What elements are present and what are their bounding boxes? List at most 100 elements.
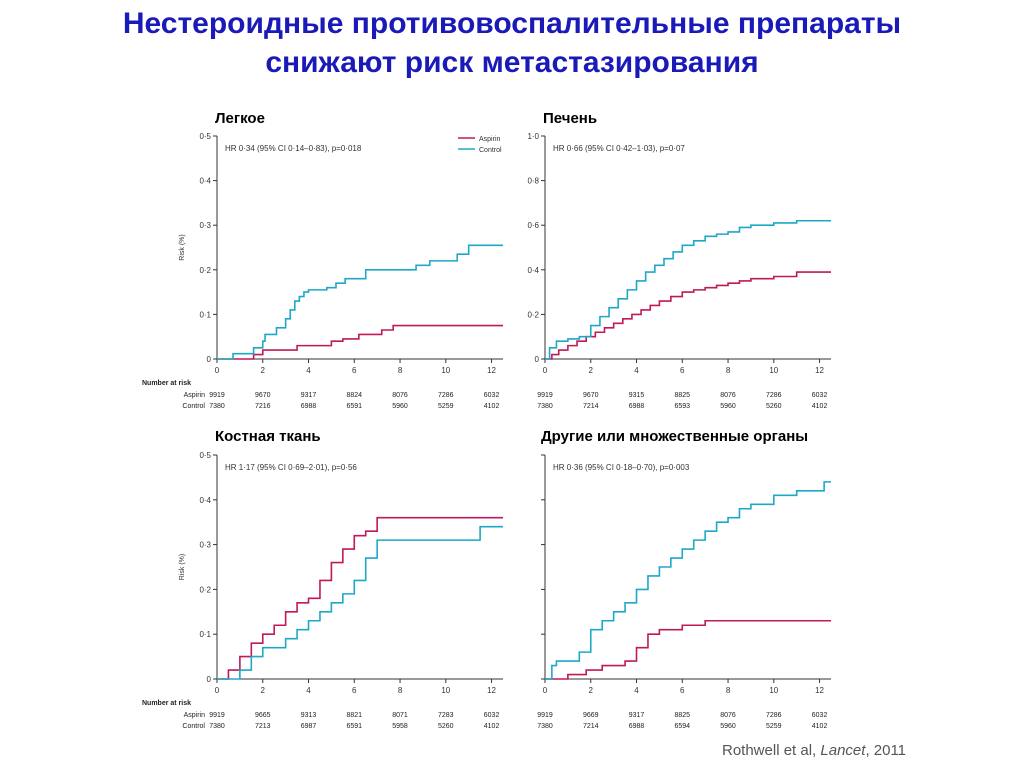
hr-annotation: HR 0·36 (95% CI 0·18–0·70), p=0·003 — [553, 463, 690, 472]
hr-annotation: HR 1·17 (95% CI 0·69–2·01), p=0·56 — [225, 463, 357, 472]
panel-label-other: Другие или множественные органы — [541, 428, 809, 445]
risk-value: 6988 — [301, 403, 317, 410]
x-tick-label: 6 — [680, 686, 685, 695]
y-axis-title: Risk (%) — [179, 554, 186, 580]
risk-value: 4102 — [484, 723, 500, 730]
risk-value: 7380 — [537, 403, 553, 410]
risk-value: 6032 — [812, 392, 828, 399]
risk-value: 7214 — [583, 403, 599, 410]
x-tick-label: 12 — [815, 686, 824, 695]
risk-value: 8076 — [392, 392, 408, 399]
x-tick-label: 6 — [352, 686, 357, 695]
panel-label-liver: Печень — [543, 110, 598, 127]
x-tick-label: 6 — [352, 366, 357, 375]
citation: Rothwell et al, Lancet, 2011 — [722, 742, 906, 759]
series-line-aspirin — [217, 516, 503, 680]
risk-value: 7380 — [209, 403, 225, 410]
series-line-control — [545, 481, 831, 680]
risk-row-label: Control — [182, 403, 205, 410]
x-tick-label: 2 — [589, 366, 594, 375]
risk-value: 7216 — [255, 403, 271, 410]
risk-value: 7380 — [209, 723, 225, 730]
series-line-control — [217, 244, 503, 360]
risk-value: 6594 — [674, 723, 690, 730]
x-tick-label: 4 — [634, 686, 639, 695]
risk-value: 9313 — [301, 712, 317, 719]
hr-annotation: HR 0·34 (95% CI 0·14–0·83), p=0·018 — [225, 144, 362, 153]
y-tick-label: 0 — [535, 355, 540, 364]
risk-value: 5960 — [720, 403, 736, 410]
risk-value: 5960 — [720, 723, 736, 730]
y-tick-label: 0·4 — [199, 496, 211, 505]
x-tick-label: 8 — [398, 686, 403, 695]
risk-value: 9670 — [583, 392, 599, 399]
risk-row-label: Aspirin — [184, 392, 206, 399]
risk-value: 6591 — [346, 723, 362, 730]
legend-label: Control — [479, 147, 502, 154]
x-tick-label: 12 — [487, 686, 496, 695]
x-tick-label: 10 — [769, 686, 778, 695]
risk-value: 6988 — [629, 403, 645, 410]
y-tick-label: 0·1 — [199, 310, 211, 319]
risk-value: 6032 — [484, 392, 500, 399]
risk-value: 5259 — [438, 403, 454, 410]
citation-authors: Rothwell et al, — [722, 742, 821, 759]
y-tick-label: 0·4 — [199, 177, 211, 186]
x-tick-label: 12 — [487, 366, 496, 375]
series-line-aspirin — [217, 324, 503, 360]
risk-value: 9669 — [583, 712, 599, 719]
series-line-aspirin — [545, 619, 831, 680]
x-tick-label: 6 — [680, 366, 685, 375]
x-tick-label: 2 — [261, 686, 266, 695]
x-tick-label: 10 — [441, 366, 450, 375]
risk-value: 9919 — [537, 712, 553, 719]
risk-value: 8076 — [720, 392, 736, 399]
risk-table-header: Number at risk — [142, 380, 191, 387]
x-tick-label: 2 — [589, 686, 594, 695]
y-tick-label: 0·3 — [199, 541, 211, 550]
x-tick-label: 8 — [726, 366, 731, 375]
risk-value: 4102 — [484, 403, 500, 410]
risk-value: 6593 — [674, 403, 690, 410]
y-tick-label: 1·0 — [527, 132, 539, 141]
hr-annotation: HR 0·66 (95% CI 0·42–1·03), p=0·07 — [553, 144, 685, 153]
y-tick-label: 0·2 — [527, 310, 539, 319]
risk-value: 6032 — [484, 712, 500, 719]
y-tick-label: 0·3 — [199, 221, 211, 230]
risk-value: 7286 — [766, 712, 782, 719]
risk-value: 8071 — [392, 712, 408, 719]
y-tick-label: 0·4 — [527, 266, 539, 275]
x-tick-label: 10 — [769, 366, 778, 375]
y-tick-label: 0·2 — [199, 585, 211, 594]
y-tick-label: 0·5 — [199, 451, 211, 460]
x-tick-label: 2 — [261, 366, 266, 375]
citation-journal: Lancet — [820, 742, 866, 759]
x-tick-label: 4 — [306, 366, 311, 375]
risk-value: 9665 — [255, 712, 271, 719]
x-tick-label: 0 — [543, 686, 548, 695]
legend-label: Aspirin — [479, 136, 501, 143]
risk-value: 4102 — [812, 723, 828, 730]
risk-value: 9315 — [629, 392, 645, 399]
risk-value: 6987 — [301, 723, 317, 730]
series-line-aspirin — [545, 271, 831, 360]
risk-row-label: Aspirin — [184, 712, 206, 719]
x-tick-label: 12 — [815, 366, 824, 375]
y-tick-label: 0·6 — [527, 221, 539, 230]
panel-label-lung: Легкое — [215, 110, 265, 127]
y-tick-label: 0·5 — [199, 132, 211, 141]
risk-value: 7380 — [537, 723, 553, 730]
risk-value: 7213 — [255, 723, 271, 730]
panel-label-bone: Костная ткань — [215, 428, 321, 445]
y-axis-title: Risk (%) — [179, 234, 186, 260]
risk-value: 5259 — [766, 723, 782, 730]
page-title: Нестероидные противовоспалительные препа… — [0, 4, 1024, 82]
risk-value: 9317 — [301, 392, 317, 399]
risk-value: 6591 — [346, 403, 362, 410]
risk-value: 6988 — [629, 723, 645, 730]
title-line-1: Нестероидные противовоспалительные препа… — [122, 7, 902, 40]
risk-value: 9919 — [537, 392, 553, 399]
risk-value: 5260 — [438, 723, 454, 730]
x-tick-label: 8 — [398, 366, 403, 375]
